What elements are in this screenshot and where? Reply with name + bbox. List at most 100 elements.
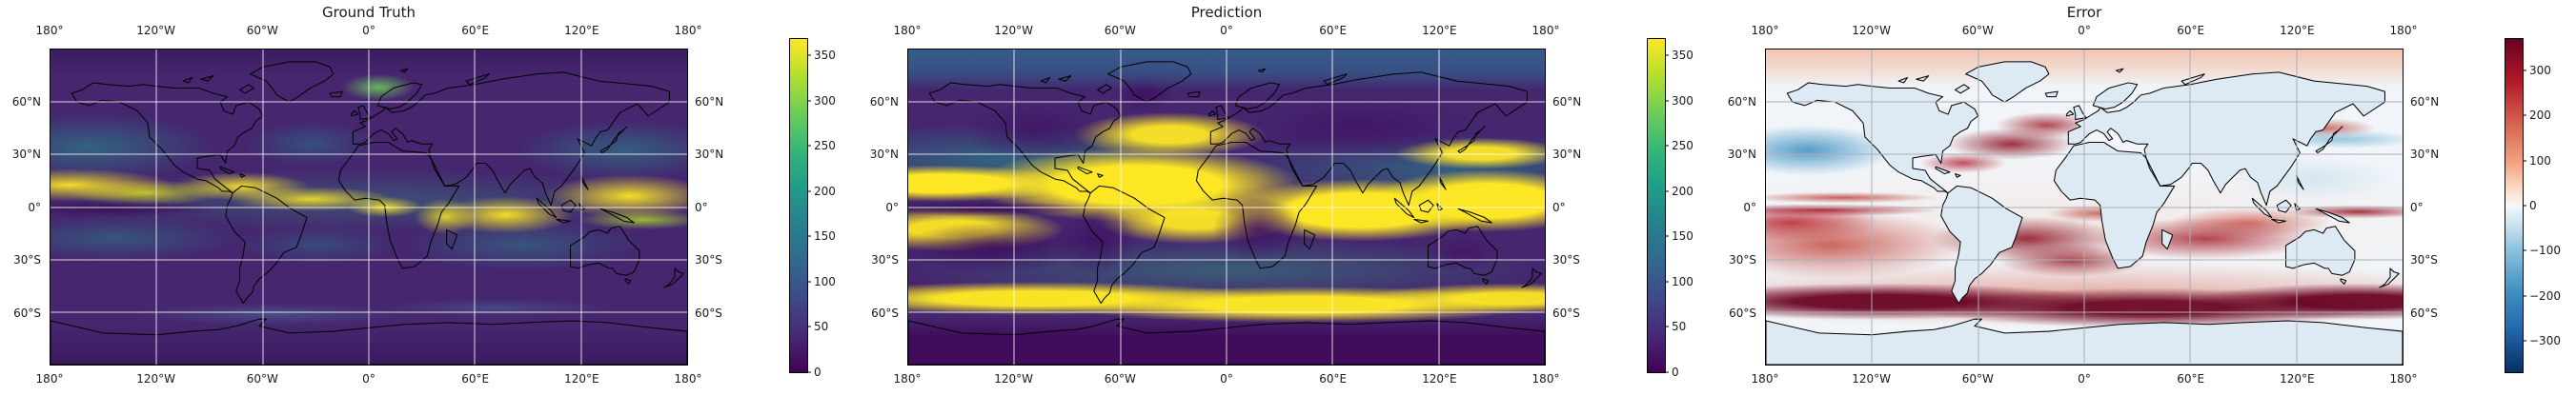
- lon-tick-label: 180°: [1751, 372, 1779, 386]
- lat-tick-label: 60°S: [13, 306, 41, 320]
- colorbar-gradient: [1648, 39, 1665, 372]
- map-prediction: [907, 49, 1546, 366]
- colorbar-tick-label: 200: [814, 184, 836, 198]
- colorbar-tick: [807, 371, 811, 373]
- lon-tick-label: 180°: [2389, 372, 2418, 386]
- lat-ticks-right: 60°N 30°N 0° 30°S 60°S: [2410, 49, 2467, 366]
- colorbar-gradient: [790, 39, 807, 372]
- colorbar-tick-label: 150: [1672, 229, 1694, 244]
- coastlines: [908, 60, 1545, 365]
- colorbar-ticks: 350 300 250 200 150 100 50 0: [790, 39, 836, 379]
- lat-tick-label: 30°N: [1552, 148, 1582, 161]
- panel-title: Ground Truth: [322, 4, 416, 21]
- coastlines: [51, 60, 687, 365]
- lat-tick-label: 60°S: [1729, 306, 1756, 320]
- lon-ticks-top: 180° 120°W 60°W 0° 60°E 120°E 180°: [894, 23, 1560, 38]
- colorbar-tick: [807, 54, 811, 56]
- colorbar-tick: [1665, 190, 1669, 192]
- lat-tick-label: 60°N: [1727, 94, 1756, 109]
- lat-ticks-left: 60°N 30°N 0° 30°S 60°S: [1706, 49, 1756, 366]
- lat-tick-label: 0°: [695, 200, 708, 214]
- lon-tick-label: 180°: [674, 24, 702, 37]
- colorbar-tick-label: 100: [814, 274, 836, 288]
- lon-tick-label: 120°E: [2280, 24, 2315, 37]
- colorbar-tick: [807, 100, 811, 102]
- lon-tick-label: 60°E: [1319, 24, 1348, 37]
- colorbar: 350 300 250 200 150 100 50 0: [789, 38, 836, 379]
- lon-ticks-bottom: 180° 120°W 60°W 0° 60°E 120°E 180°: [1752, 371, 2418, 386]
- colorbar-tick-label: 50: [1672, 320, 1687, 334]
- lon-tick-label: 0°: [1220, 24, 1233, 37]
- lon-tick-label: 120°W: [136, 24, 176, 37]
- colorbar-tick-label: −200: [2529, 288, 2561, 303]
- colorbar-tick-label: 250: [1672, 139, 1694, 153]
- lon-tick-label: 120°W: [1852, 372, 1892, 386]
- lon-tick-label: 120°E: [1422, 24, 1457, 37]
- lon-tick-label: 60°E: [1319, 372, 1348, 386]
- colorbar-tick-label: 0: [814, 366, 821, 379]
- lon-ticks-top: 180° 120°W 60°W 0° 60°E 120°E 180°: [36, 23, 702, 38]
- lat-tick-label: 0°: [2410, 200, 2424, 214]
- lon-tick-label: 0°: [2078, 372, 2091, 386]
- lon-tick-label: 180°: [35, 372, 64, 386]
- lat-tick-label: 60°S: [871, 306, 899, 320]
- colorbar-tick-label: 0: [2529, 199, 2537, 212]
- colorbar-tick-label: 200: [1672, 184, 1694, 198]
- colorbar-tick-label: 250: [814, 139, 836, 153]
- panel-ground-truth: Ground Truth 180° 120°W 60°W 0° 60°E 120°E 180…: [12, 4, 836, 386]
- colorbar: 300 200 100 0 −100 −200 −300: [2505, 38, 2561, 373]
- map-error: [1765, 49, 2404, 366]
- lon-tick-label: 60°E: [2177, 24, 2205, 37]
- lat-ticks-right: 60°N 30°N 0° 30°S 60°S: [695, 49, 752, 366]
- lat-tick-label: 30°S: [871, 253, 899, 267]
- lat-tick-label: 60°N: [869, 94, 899, 109]
- lat-tick-label: 60°S: [695, 306, 722, 320]
- lat-ticks-left: 60°N 30°N 0° 30°S 60°S: [848, 49, 899, 366]
- lon-tick-label: 60°E: [2177, 372, 2205, 386]
- lat-tick-label: 60°S: [2410, 306, 2438, 320]
- lon-tick-label: 180°: [35, 24, 64, 37]
- lon-tick-label: 120°W: [1852, 24, 1892, 37]
- lon-tick-label: 180°: [1751, 24, 1779, 37]
- colorbar-tick-label: 350: [814, 49, 836, 63]
- lon-tick-label: 180°: [674, 372, 702, 386]
- colorbar-tick: [2523, 69, 2526, 71]
- lon-tick-label: 60°W: [246, 24, 278, 37]
- lon-tick-label: 180°: [1531, 372, 1560, 386]
- colorbar-tick: [807, 235, 811, 237]
- lat-tick-label: 60°N: [2410, 94, 2440, 109]
- lon-tick-label: 180°: [1531, 24, 1560, 37]
- colorbar-tick-label: 200: [2529, 109, 2551, 123]
- lat-tick-label: 0°: [885, 200, 899, 214]
- colorbar-tick: [2523, 205, 2526, 207]
- lat-tick-label: 30°N: [869, 148, 899, 161]
- lon-tick-label: 60°W: [246, 372, 278, 386]
- lat-tick-label: 30°N: [2410, 148, 2440, 161]
- colorbar-tick: [1665, 54, 1669, 56]
- lon-tick-label: 0°: [2078, 24, 2091, 37]
- colorbar: 350 300 250 200 150 100 50 0: [1647, 38, 1694, 379]
- lat-tick-label: 30°N: [695, 148, 724, 161]
- lon-ticks-top: 180° 120°W 60°W 0° 60°E 120°E 180°: [1752, 23, 2418, 38]
- colorbar-tick-label: 50: [814, 320, 829, 334]
- lon-tick-label: 120°E: [2280, 372, 2315, 386]
- colorbar-tick: [1665, 371, 1669, 373]
- lon-tick-label: 60°W: [1961, 372, 1994, 386]
- map-ground-truth: [50, 49, 688, 366]
- panel-title: Error: [2066, 4, 2102, 21]
- colorbar-tick: [2523, 295, 2526, 297]
- colorbar-tick-label: 300: [1672, 93, 1694, 108]
- colorbar-tick: [2523, 249, 2526, 251]
- colorbar-tick: [1665, 100, 1669, 102]
- lon-tick-label: 0°: [1220, 372, 1233, 386]
- lat-tick-label: 60°S: [1552, 306, 1580, 320]
- lat-tick-label: 0°: [1743, 200, 1756, 214]
- lon-tick-label: 180°: [893, 372, 922, 386]
- lon-tick-label: 120°W: [994, 372, 1034, 386]
- colorbar-tick-label: 100: [2529, 153, 2551, 168]
- colorbar-tick: [2523, 160, 2526, 162]
- heatmap-field: [1766, 50, 2403, 365]
- colorbar-tick-label: −100: [2529, 244, 2561, 258]
- lat-tick-label: 30°S: [1552, 253, 1580, 267]
